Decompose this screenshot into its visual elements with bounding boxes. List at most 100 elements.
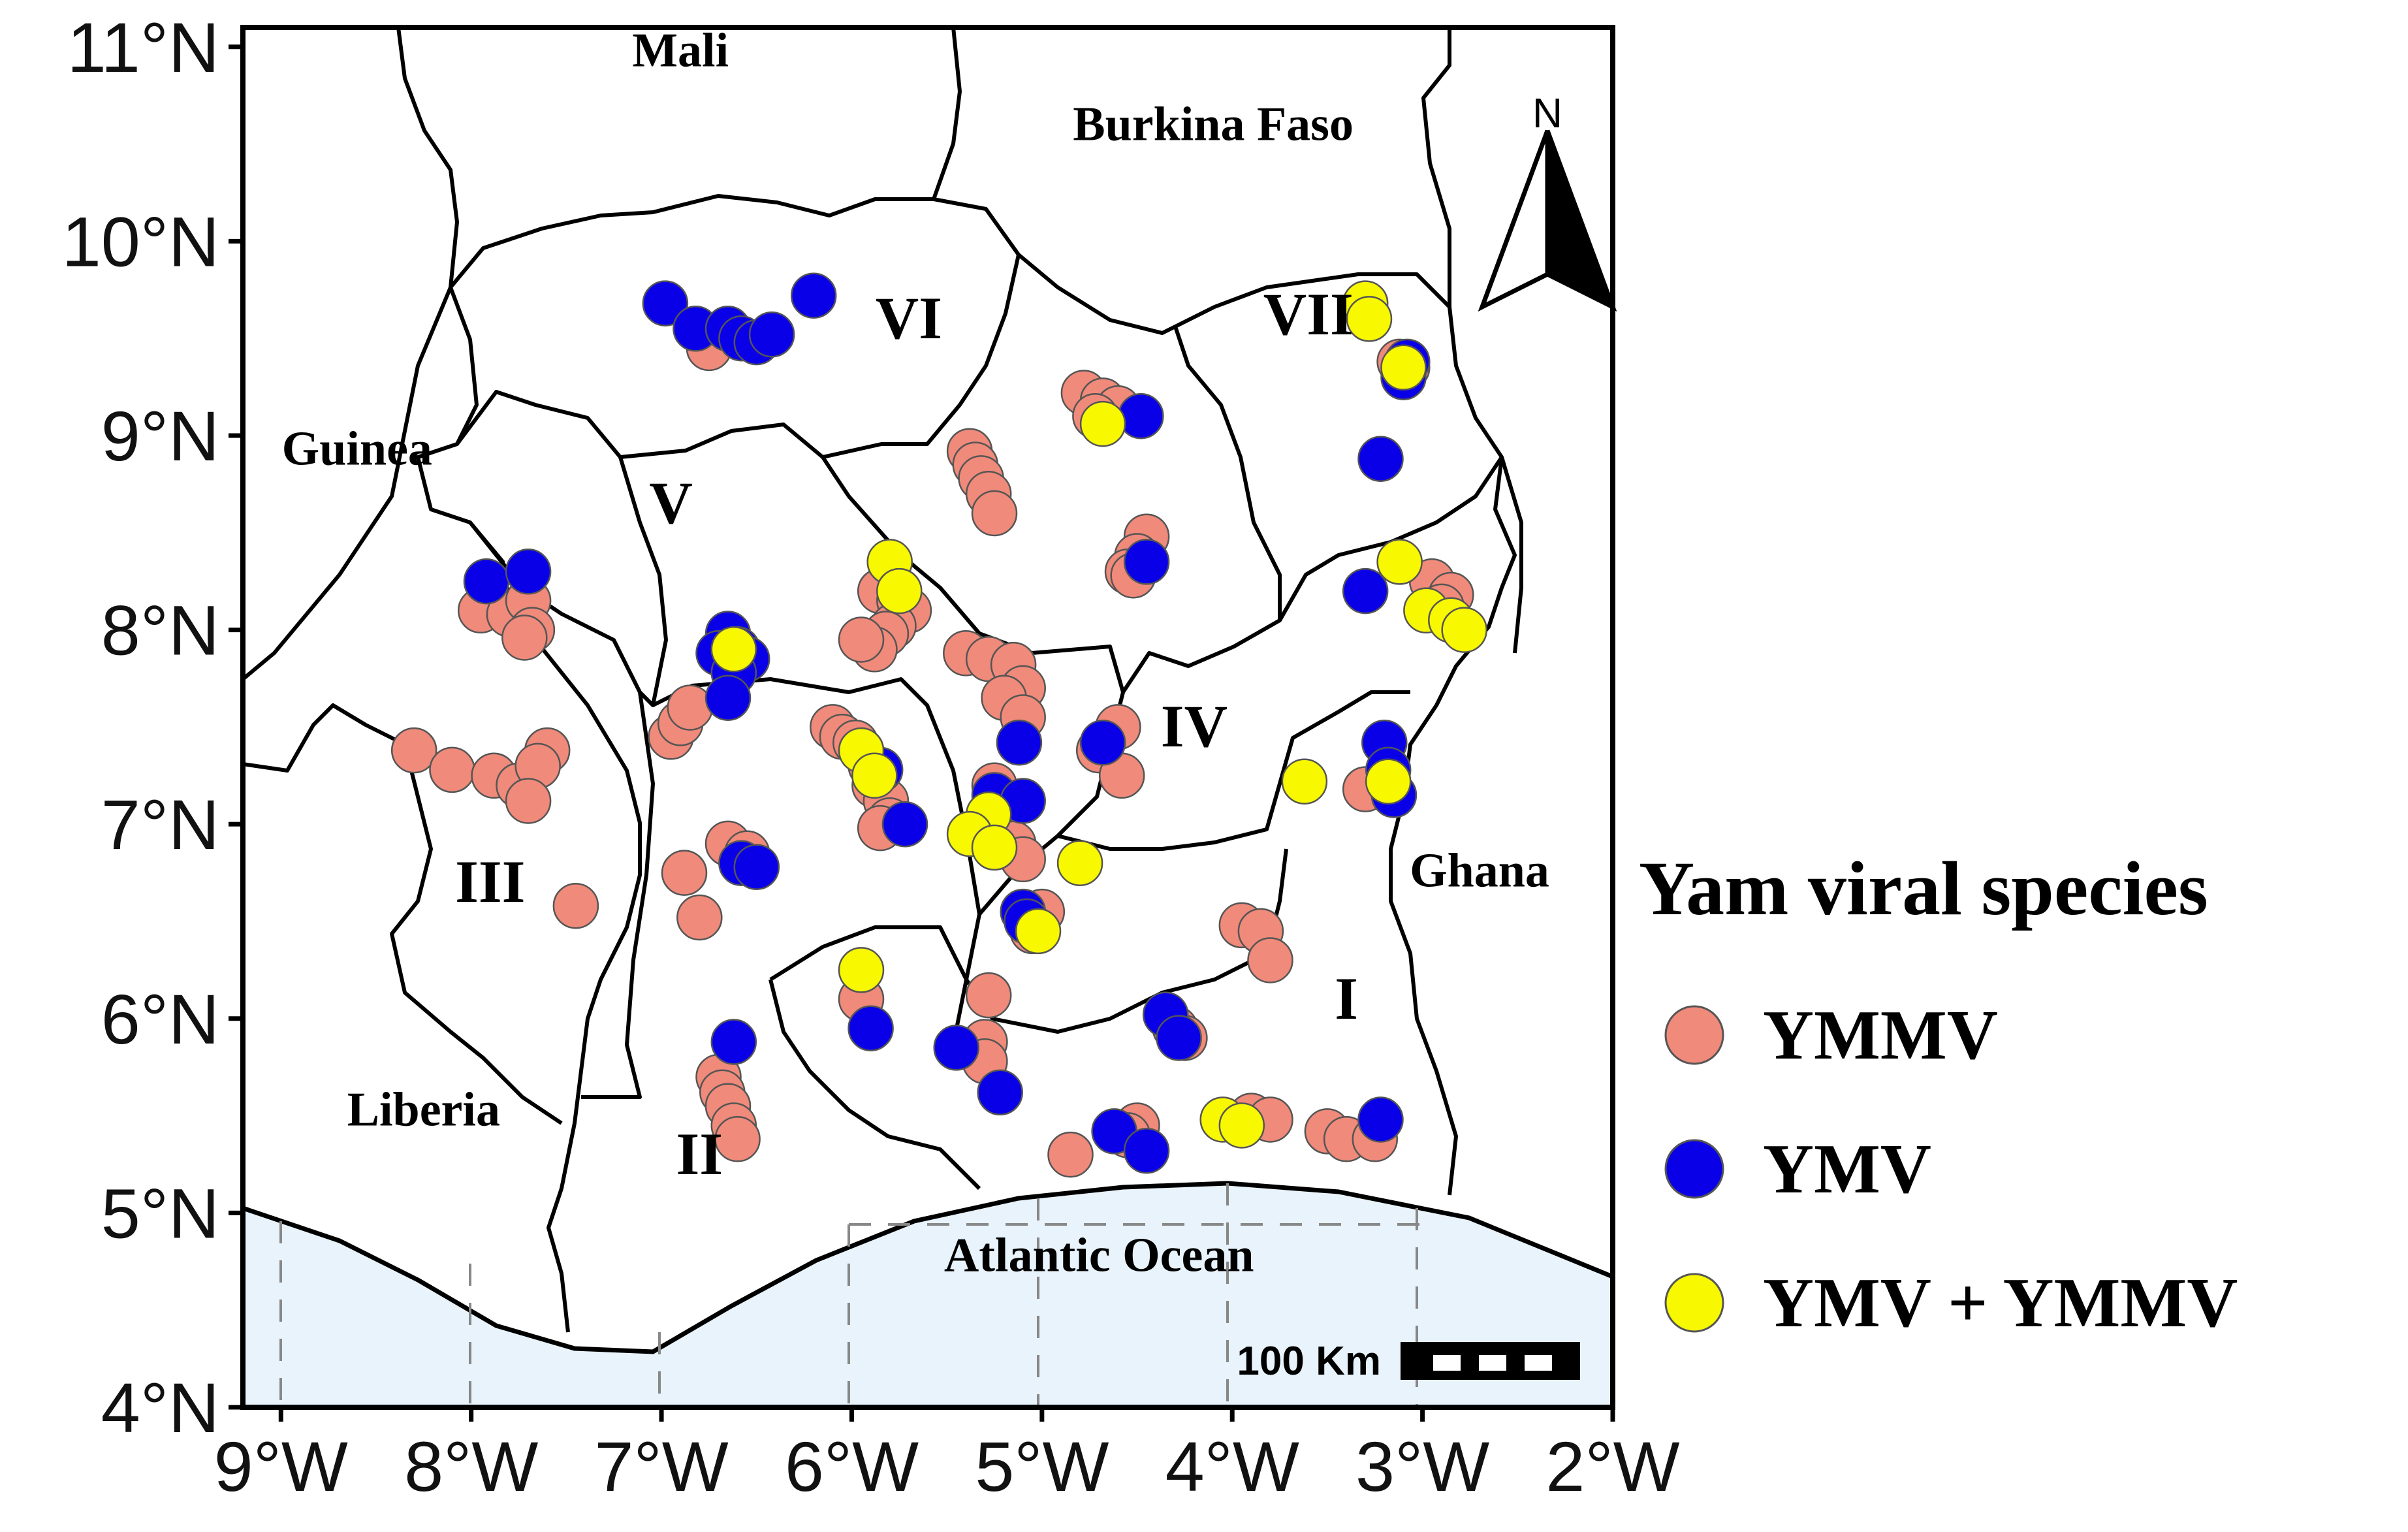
ymv-point bbox=[1118, 392, 1164, 439]
ymv-point bbox=[1079, 719, 1126, 766]
lat-tick-label: 4°N bbox=[101, 1368, 219, 1447]
legend-swatch bbox=[1664, 1139, 1724, 1199]
country-label: Ghana bbox=[1410, 844, 1549, 897]
ymmv-point bbox=[501, 614, 548, 661]
lat-tick-label: 6°N bbox=[101, 980, 219, 1059]
legend-title: Yam viral species bbox=[1639, 846, 2208, 931]
lon-tick-label: 3°W bbox=[1355, 1427, 1489, 1506]
lon-tick-label: 7°W bbox=[594, 1427, 728, 1506]
zone-label: II bbox=[676, 1121, 723, 1187]
ymmv-point bbox=[667, 684, 714, 731]
ymv-point bbox=[996, 719, 1043, 766]
ymv-point bbox=[1357, 436, 1404, 482]
ymv-point bbox=[933, 1025, 979, 1071]
ymv-point bbox=[705, 675, 752, 721]
ymmv-point bbox=[1047, 1131, 1094, 1178]
country-label: Mali bbox=[632, 24, 729, 78]
country-label: Liberia bbox=[347, 1083, 500, 1137]
zone-label: IV bbox=[1161, 693, 1228, 759]
ymv-ymmv-point bbox=[1281, 758, 1328, 805]
legend-swatch bbox=[1664, 1273, 1724, 1333]
lon-tick-label: 5°W bbox=[975, 1427, 1109, 1506]
lat-tick-label: 7°N bbox=[101, 785, 219, 864]
ymv-point bbox=[1357, 1096, 1404, 1143]
ymv-ymmv-point bbox=[1376, 539, 1423, 585]
zone-label: III bbox=[455, 848, 525, 915]
ymmv-point bbox=[1247, 937, 1293, 983]
coastline bbox=[243, 1181, 1613, 1354]
ymmv-point bbox=[971, 490, 1018, 537]
lat-tick-label: 9°N bbox=[101, 396, 219, 475]
legend-label: YMV + YMMV bbox=[1763, 1264, 2238, 1342]
legend: Yam viral species YMMV YMV YMV + YMMV bbox=[1639, 846, 2238, 1342]
ymv-point bbox=[848, 1005, 894, 1051]
lat-tick-label: 10°N bbox=[62, 202, 219, 281]
ymmv-point bbox=[714, 1116, 761, 1162]
lat-tick-label: 11°N bbox=[67, 8, 219, 87]
zone-label: V bbox=[649, 470, 692, 536]
ymv-point bbox=[710, 1019, 757, 1065]
zone-label: I bbox=[1335, 965, 1358, 1032]
water-label: Atlantic Ocean bbox=[944, 1229, 1254, 1283]
ymv-point bbox=[748, 311, 795, 358]
country-label: Guinea bbox=[282, 423, 432, 476]
ymv-ymmv-point bbox=[1346, 296, 1393, 342]
ymv-point bbox=[733, 844, 780, 890]
zone-label: VI bbox=[876, 285, 942, 351]
ymv-ymmv-point bbox=[1380, 344, 1427, 391]
plot-background bbox=[243, 27, 1613, 1407]
ymv-point bbox=[1156, 1015, 1202, 1061]
ymv-ymmv-point bbox=[1015, 908, 1062, 955]
lon-tick-label: 8°W bbox=[404, 1427, 538, 1506]
zone-label: VII bbox=[1263, 281, 1354, 347]
lon-tick-label: 6°W bbox=[785, 1427, 919, 1506]
country-labels: Mali Burkina Faso Guinea Liberia Ghana Atlant… bbox=[282, 24, 1549, 1283]
scale-bar: 100 Km bbox=[1237, 1339, 1580, 1384]
ymv-ymmv-point bbox=[971, 824, 1018, 871]
ymv-ymmv-point bbox=[851, 752, 898, 799]
ymv-ymmv-point bbox=[1441, 607, 1487, 653]
ymv-point bbox=[977, 1069, 1023, 1116]
lat-tick-label: 8°N bbox=[101, 591, 219, 670]
ymmv-point bbox=[505, 778, 552, 824]
ymv-point bbox=[1342, 567, 1389, 614]
ymmv-point bbox=[552, 882, 599, 929]
ymv-point bbox=[790, 272, 837, 319]
ymv-ymmv-point bbox=[1365, 758, 1412, 805]
ymv-ymmv-point bbox=[710, 626, 757, 673]
ymv-point bbox=[881, 801, 928, 848]
ymv-point bbox=[1123, 1127, 1170, 1174]
axis-ticks: 11°N 10°N 9°N 8°N 7°N 6°N 5°N 4°N9°W 8°W 7°W 6°W 5°… bbox=[62, 8, 1680, 1506]
ymv-point bbox=[463, 558, 510, 605]
sample-points bbox=[390, 272, 1487, 1178]
ymmv-point bbox=[429, 746, 475, 793]
lon-tick-label: 4°W bbox=[1165, 1427, 1299, 1506]
north-arrow-label: N bbox=[1532, 89, 1562, 136]
ymv-ymmv-point bbox=[838, 947, 885, 993]
scale-bar-label: 100 Km bbox=[1237, 1339, 1381, 1384]
ymv-ymmv-point bbox=[1218, 1102, 1265, 1149]
ymmv-point bbox=[390, 727, 437, 774]
ymmv-point bbox=[661, 850, 708, 896]
ymv-point bbox=[505, 549, 552, 595]
ymv-ymmv-point bbox=[1079, 400, 1126, 447]
legend-label: YMMV bbox=[1763, 997, 1998, 1074]
lon-tick-label: 2°W bbox=[1545, 1427, 1679, 1506]
north-arrow: N bbox=[1478, 89, 1617, 312]
lat-tick-label: 5°N bbox=[101, 1173, 219, 1253]
ymv-ymmv-point bbox=[876, 567, 923, 614]
ymmv-point bbox=[838, 616, 885, 663]
atlantic-ocean-area bbox=[243, 1183, 1613, 1407]
legend-swatch bbox=[1664, 1005, 1724, 1065]
ymv-ymmv-point bbox=[1056, 840, 1103, 886]
plot-frame bbox=[240, 25, 1615, 1410]
legend-label: YMV bbox=[1763, 1130, 1931, 1208]
ymv-point bbox=[642, 280, 689, 327]
country-label: Burkina Faso bbox=[1073, 98, 1354, 152]
ymmv-point bbox=[676, 894, 723, 941]
lon-tick-label: 9°W bbox=[214, 1427, 348, 1506]
ymmv-point bbox=[965, 972, 1012, 1019]
ymv-point bbox=[1123, 539, 1170, 585]
